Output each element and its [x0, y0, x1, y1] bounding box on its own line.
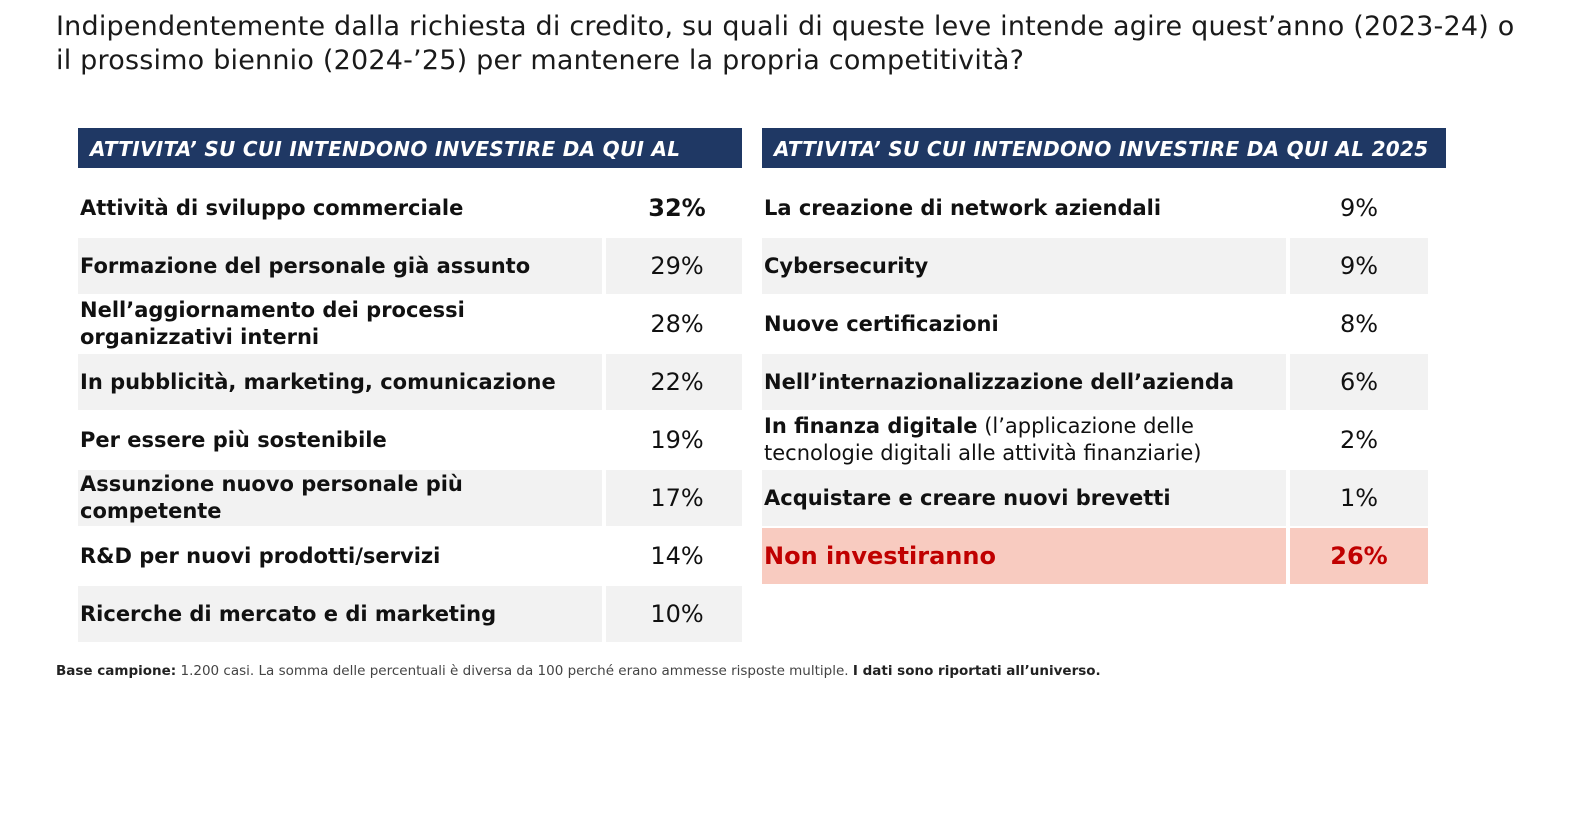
table-row: Nuove certificazioni 8% [762, 296, 1446, 352]
row-label: R&D per nuovi prodotti/servizi [80, 543, 441, 568]
footnote-suffix: I dati sono riportati all’universo. [852, 663, 1101, 679]
row-value: 9% [1290, 238, 1428, 294]
row-label: Non investiranno [762, 528, 1286, 584]
row-label: Formazione del personale già assunto [78, 238, 602, 294]
row-value: 26% [1290, 528, 1428, 584]
row-value: 9% [1339, 194, 1379, 222]
table-row: R&D per nuovi prodotti/servizi 14% [78, 528, 742, 584]
table-row-highlight: Non investiranno 26% [762, 528, 1446, 584]
table-row: Per essere più sostenibile 19% [78, 412, 742, 468]
table-row: Formazione del personale già assunto 29% [78, 238, 742, 294]
table-row: Acquistare e creare nuovi brevetti 1% [762, 470, 1446, 526]
table-row: Ricerche di mercato e di marketing 10% [78, 586, 742, 642]
row-label-extra: (l’applicazione delle tecnologie digital… [764, 414, 1202, 465]
row-value: 28% [650, 310, 704, 338]
right-panel-header: ATTIVITA’ SU CUI INTENDONO INVESTIRE DA … [762, 128, 1446, 168]
question-title: Indipendentemente dalla richiesta di cre… [56, 11, 1515, 76]
table-row: In finanza digitale (l’applicazione dell… [762, 412, 1446, 468]
row-value: 17% [606, 470, 742, 526]
row-label: Per essere più sostenibile [80, 427, 387, 452]
row-value: 8% [1339, 310, 1379, 338]
row-value: 6% [1290, 354, 1428, 410]
row-value: 22% [606, 354, 742, 410]
table-row: La creazione di network aziendali 9% [762, 180, 1446, 236]
row-label: Nuove certificazioni [764, 311, 999, 336]
row-label: Nell’internazionalizzazione dell’azienda [762, 354, 1286, 410]
row-value: 19% [650, 426, 704, 454]
table-row: Attività di sviluppo commerciale 32% [78, 180, 742, 236]
table-row: Nell’internazionalizzazione dell’azienda… [762, 354, 1446, 410]
right-panel: ATTIVITA’ SU CUI INTENDONO INVESTIRE DA … [762, 128, 1446, 586]
footnote-text: 1.200 casi. La somma delle percentuali è… [176, 663, 853, 679]
table-row: In pubblicità, marketing, comunicazione … [78, 354, 742, 410]
table-row: Assunzione nuovo personale più competent… [78, 470, 742, 526]
left-panel-header: ATTIVITA’ SU CUI INTENDONO INVESTIRE DA … [78, 128, 742, 203]
row-label: Attività di sviluppo commerciale [80, 195, 464, 220]
row-value: 1% [1290, 470, 1428, 526]
row-value: 14% [650, 542, 704, 570]
row-label: Assunzione nuovo personale più competent… [78, 470, 602, 526]
footnote: Base campione: 1.200 casi. La somma dell… [56, 663, 1101, 679]
row-value: 2% [1339, 426, 1379, 454]
row-label: La creazione di network aziendali [764, 195, 1162, 220]
row-label: Ricerche di mercato e di marketing [78, 586, 602, 642]
row-label: Nell’aggiornamento dei processi organizz… [80, 298, 465, 349]
left-panel-rows: Attività di sviluppo commerciale 32% For… [78, 180, 742, 642]
row-label: In finanza digitale (l’applicazione dell… [762, 412, 1286, 468]
table-row: Cybersecurity 9% [762, 238, 1446, 294]
row-label: Acquistare e creare nuovi brevetti [762, 470, 1286, 526]
row-label: In pubblicità, marketing, comunicazione [78, 354, 602, 410]
table-row: Nell’aggiornamento dei processi organizz… [78, 296, 742, 352]
row-value: 10% [606, 586, 742, 642]
right-panel-rows: La creazione di network aziendali 9% Cyb… [762, 180, 1446, 584]
left-panel: ATTIVITA’ SU CUI INTENDONO INVESTIRE DA … [78, 128, 742, 644]
row-value: 29% [606, 238, 742, 294]
row-value: 32% [648, 194, 706, 222]
footnote-prefix: Base campione: [56, 663, 177, 679]
row-label-bold: In finanza digitale [764, 414, 978, 438]
row-label: Cybersecurity [762, 238, 1286, 294]
